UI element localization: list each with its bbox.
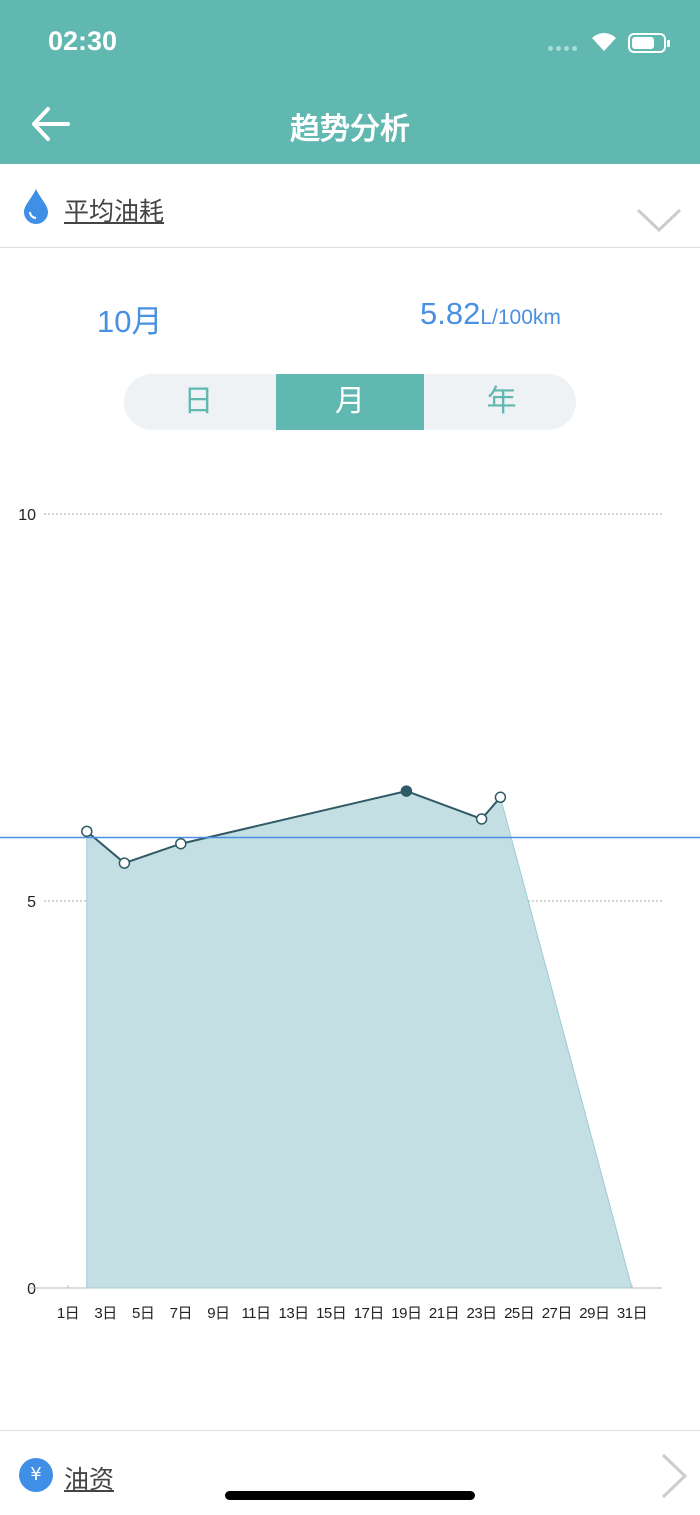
x-tick-label: 3日 bbox=[94, 1305, 117, 1322]
x-tick-label: 11日 bbox=[241, 1305, 271, 1322]
x-tick-label: 7日 bbox=[169, 1305, 193, 1322]
period-label: 10月 bbox=[97, 304, 163, 339]
y-tick-label: 10 bbox=[18, 507, 36, 524]
x-tick-label: 5日 bbox=[132, 1305, 155, 1322]
bottom-row-label: 油资 bbox=[64, 1465, 115, 1494]
x-tick-label: 21日 bbox=[428, 1305, 460, 1322]
status-time: 02:30 bbox=[48, 26, 118, 56]
metric-label: 平均油耗 bbox=[64, 197, 165, 226]
value-number: 5.82 bbox=[420, 296, 481, 331]
data-point bbox=[494, 791, 507, 804]
bottom-row-fuel-cost[interactable]: ¥ 油资 bbox=[0, 1430, 700, 1515]
x-tick-label: 23日 bbox=[466, 1305, 498, 1322]
metric-selector[interactable]: 平均油耗 bbox=[0, 164, 700, 248]
x-tick-label: 17日 bbox=[353, 1305, 385, 1322]
yen-icon: ¥ bbox=[19, 1458, 53, 1492]
home-indicator bbox=[225, 1491, 475, 1500]
segment-year[interactable]: 年 bbox=[486, 384, 517, 419]
signal-icon bbox=[548, 46, 577, 51]
page-title: 趋势分析 bbox=[290, 112, 410, 147]
data-point bbox=[175, 837, 187, 850]
nav-bar: 02:30 趋势分析 bbox=[0, 0, 700, 164]
chevron-down-icon[interactable] bbox=[636, 208, 682, 234]
x-tick-label: 9日 bbox=[207, 1305, 230, 1322]
x-tick-label: 19日 bbox=[391, 1305, 422, 1322]
x-tick-label: 1日 bbox=[56, 1305, 80, 1322]
wifi-icon bbox=[592, 33, 616, 51]
value-unit: L/100km bbox=[480, 306, 561, 329]
data-point bbox=[475, 813, 488, 825]
area-fill bbox=[86, 790, 633, 1289]
x-tick-label: 15日 bbox=[316, 1305, 347, 1322]
data-point bbox=[400, 785, 413, 797]
data-point bbox=[81, 825, 93, 838]
x-tick-label: 13日 bbox=[278, 1305, 310, 1322]
water-drop-icon bbox=[24, 189, 48, 224]
y-tick-label: 5 bbox=[27, 894, 36, 911]
data-point bbox=[118, 857, 131, 869]
x-tick-label: 25日 bbox=[504, 1305, 535, 1322]
segment-day[interactable]: 日 bbox=[183, 384, 214, 419]
battery-icon bbox=[628, 33, 670, 53]
x-tick-label: 31日 bbox=[616, 1305, 648, 1322]
x-tick-label: 29日 bbox=[579, 1305, 610, 1322]
trend-chart: 0 5 10 bbox=[0, 507, 700, 1298]
x-tick-label: 27日 bbox=[541, 1305, 573, 1322]
chevron-right-icon[interactable] bbox=[660, 1453, 688, 1499]
y-tick-label: 0 bbox=[27, 1281, 36, 1298]
average-value: 5.82L/100km bbox=[420, 296, 561, 332]
arrow-left-icon[interactable] bbox=[30, 104, 70, 144]
segment-month[interactable]: 月 bbox=[275, 374, 425, 430]
period-segmented-control: 日 月 年 bbox=[124, 374, 576, 430]
